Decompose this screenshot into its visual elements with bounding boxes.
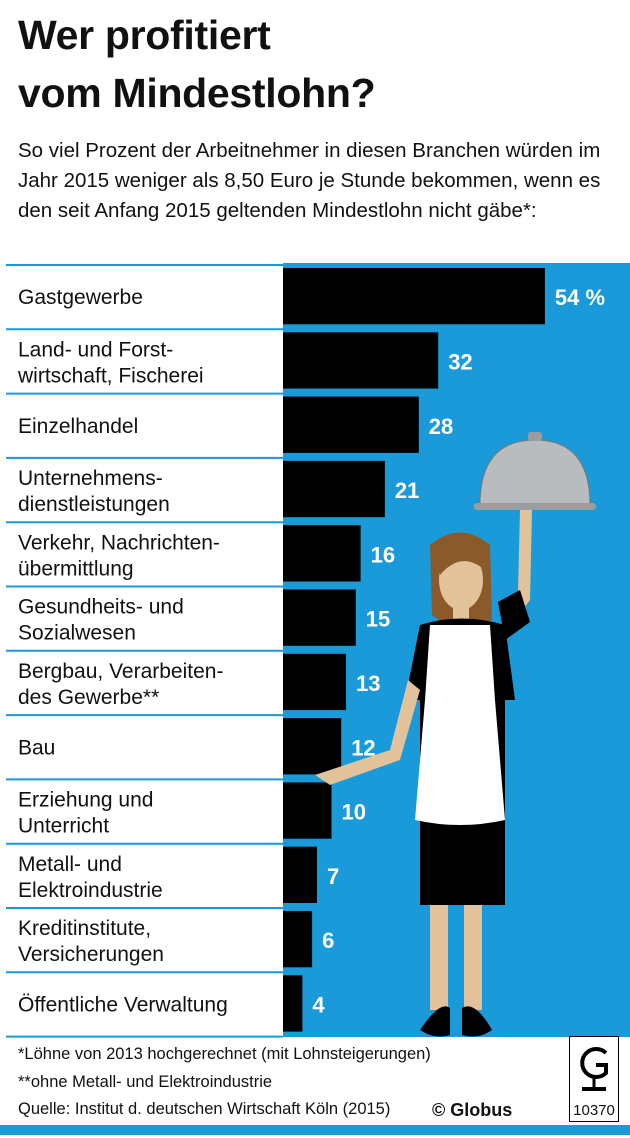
bar (283, 718, 342, 775)
bar (283, 653, 347, 711)
value-label: 54 % (555, 285, 605, 310)
chart-subtitle: So viel Prozent der Arbeitnehmer in dies… (18, 139, 601, 222)
bar (283, 975, 303, 1032)
category-label: Metall- und (18, 853, 122, 876)
category-label: dienstleistungen (18, 493, 170, 516)
value-label: 15 (366, 607, 390, 632)
bar (283, 525, 361, 582)
bar (283, 332, 439, 389)
tray (474, 503, 596, 510)
category-label: wirtschaft, Fischerei (17, 364, 204, 387)
value-label: 4 (312, 992, 325, 1017)
waitress-illustration (315, 432, 596, 1037)
category-label: Einzelhandel (18, 415, 138, 438)
category-label: übermittlung (18, 557, 134, 580)
category-label: Kreditinstitute, (18, 917, 151, 940)
bottom-strip (0, 1125, 630, 1135)
category-label: Erziehung und (18, 789, 153, 812)
value-label: 13 (356, 671, 380, 696)
category-label: Versicherungen (18, 943, 164, 966)
bar (283, 846, 317, 903)
value-label: 6 (322, 928, 334, 953)
category-label: des Gewerbe** (18, 686, 159, 709)
globus-logo: 10370 (569, 1036, 619, 1122)
logo-number: 10370 (573, 1102, 615, 1119)
category-label: Unternehmens- (18, 467, 163, 490)
globus-g-icon (580, 1047, 608, 1091)
category-label: Verkehr, Nachrichten- (18, 531, 220, 554)
title-line-1: Wer profitiert (18, 12, 271, 58)
category-label: Bergbau, Verarbeiten- (18, 660, 223, 683)
category-label: Gesundheits- und (18, 596, 184, 619)
value-label: 16 (371, 542, 395, 567)
title-line-2: vom Mindestlohn? (18, 70, 376, 116)
bar (283, 782, 332, 839)
value-label: 12 (351, 735, 375, 760)
bar (283, 460, 385, 518)
bar (283, 589, 356, 646)
bar (283, 268, 545, 325)
category-label: Sozialwesen (18, 622, 136, 645)
value-label: 32 (448, 349, 472, 374)
chart-title: Wer profitiert vom Mindestlohn? (18, 6, 618, 122)
bar (283, 911, 313, 968)
copyright-label: © Globus (432, 1100, 513, 1120)
value-label: 10 (342, 800, 366, 825)
category-label: Öffentliche Verwaltung (18, 993, 228, 1016)
footnote-2: **ohne Metall- und Elektroindustrie (18, 1073, 273, 1091)
bar (283, 396, 419, 453)
footnote-1: *Löhne von 2013 hochgerechnet (mit Lohns… (18, 1045, 431, 1063)
category-label: Gastgewerbe (18, 286, 143, 309)
source-note: Quelle: Institut d. deutschen Wirtschaft… (18, 1100, 391, 1118)
category-label: Land- und Forst- (18, 338, 173, 361)
category-label: Elektroindustrie (18, 879, 163, 902)
category-label: Unterricht (18, 815, 109, 838)
cloche-handle (528, 432, 542, 441)
category-label: Bau (18, 736, 55, 759)
value-label: 21 (395, 478, 419, 503)
value-label: 7 (327, 864, 339, 889)
value-label: 28 (429, 414, 453, 439)
